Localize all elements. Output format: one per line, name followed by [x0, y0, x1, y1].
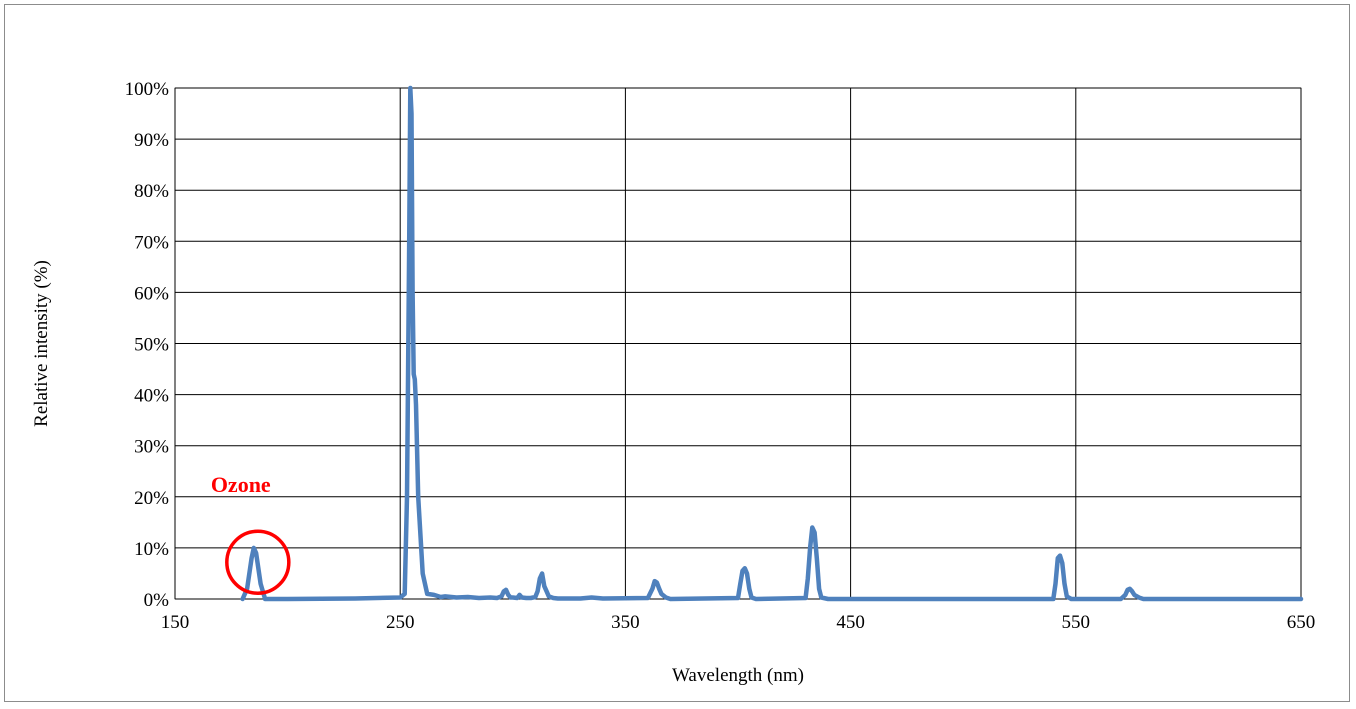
ozone-highlight-circle	[225, 529, 291, 595]
x-tick-label: 450	[836, 612, 865, 633]
y-tick-label: 10%	[134, 539, 169, 560]
spectrum-chart: 0% 10% 20% 30% 40% 50% 60% 70% 80% 90% 100% 150 250 3…	[31, 79, 1316, 686]
y-tick-label: 50%	[134, 335, 169, 356]
y-tick-label: 30%	[134, 437, 169, 458]
tick-label-layer: 0% 10% 20% 30% 40% 50% 60% 70% 80% 90% 100% 150 250 3…	[125, 79, 1316, 633]
y-tick-label: 80%	[134, 181, 169, 202]
y-tick-label: 90%	[134, 130, 169, 151]
ozone-annotation-label: Ozone	[211, 472, 271, 497]
y-tick-label: 70%	[134, 232, 169, 253]
chart-frame: 0% 10% 20% 30% 40% 50% 60% 70% 80% 90% 100% 150 250 3…	[4, 4, 1350, 702]
y-tick-label: 40%	[134, 386, 169, 407]
grid-layer	[174, 87, 1302, 600]
x-tick-label: 150	[161, 612, 190, 633]
y-tick-label: 100%	[125, 79, 170, 100]
y-axis-title: Relative intensity (%)	[31, 260, 52, 427]
x-tick-label: 550	[1062, 612, 1091, 633]
y-tick-label: 20%	[134, 488, 169, 509]
annotation-layer: Ozone	[211, 472, 291, 595]
x-axis-title: Wavelength (nm)	[672, 665, 804, 686]
y-tick-label: 0%	[144, 590, 170, 611]
y-tick-label: 60%	[134, 283, 169, 304]
series-layer	[240, 85, 1304, 602]
spectrum-series-line	[240, 85, 1304, 602]
x-tick-label: 350	[611, 612, 640, 633]
x-tick-label: 250	[386, 612, 415, 633]
x-tick-label: 650	[1287, 612, 1316, 633]
